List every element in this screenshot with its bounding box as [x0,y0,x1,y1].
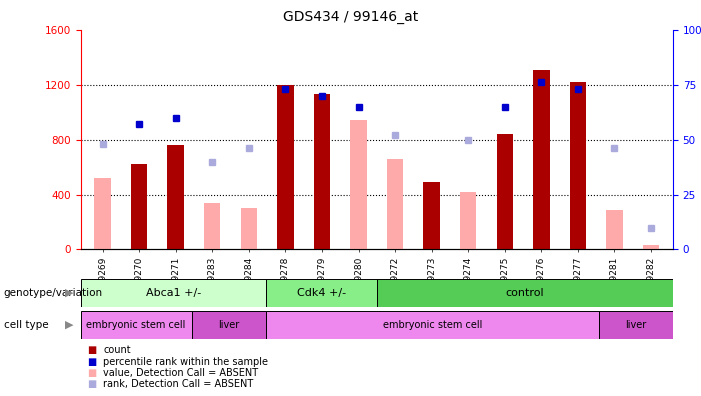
Bar [460,192,477,249]
Bar [570,82,586,249]
Bar [131,164,147,249]
Bar [377,279,673,307]
Bar [387,159,403,249]
Bar [314,94,330,249]
Text: ▶: ▶ [65,288,74,298]
Text: control: control [505,288,544,298]
Text: ■: ■ [88,367,97,378]
Bar [81,279,266,307]
Bar [599,311,673,339]
Text: ▶: ▶ [65,320,74,330]
Bar [168,145,184,249]
Text: rank, Detection Call = ABSENT: rank, Detection Call = ABSENT [103,379,253,389]
Text: ■: ■ [88,345,97,356]
Text: Abca1 +/-: Abca1 +/- [146,288,200,298]
Bar [496,134,513,249]
Text: value, Detection Call = ABSENT: value, Detection Call = ABSENT [103,367,258,378]
Bar [204,203,221,249]
Bar [266,279,377,307]
Text: Cdk4 +/-: Cdk4 +/- [297,288,346,298]
Text: ■: ■ [88,356,97,367]
Bar [277,85,294,249]
Text: liver: liver [625,320,646,330]
Bar [606,209,622,249]
Text: embryonic stem cell: embryonic stem cell [86,320,186,330]
Text: GDS434 / 99146_at: GDS434 / 99146_at [283,10,418,24]
Text: liver: liver [218,320,239,330]
Text: cell type: cell type [4,320,48,330]
Bar [95,178,111,249]
Text: embryonic stem cell: embryonic stem cell [383,320,482,330]
Bar [533,70,550,249]
Bar [643,246,659,249]
Text: count: count [103,345,130,356]
Bar [240,208,257,249]
Bar [266,311,599,339]
Text: genotype/variation: genotype/variation [4,288,102,298]
Bar [423,182,440,249]
Bar [81,311,191,339]
Text: ■: ■ [88,379,97,389]
Bar [350,120,367,249]
Bar [191,311,266,339]
Text: percentile rank within the sample: percentile rank within the sample [103,356,268,367]
